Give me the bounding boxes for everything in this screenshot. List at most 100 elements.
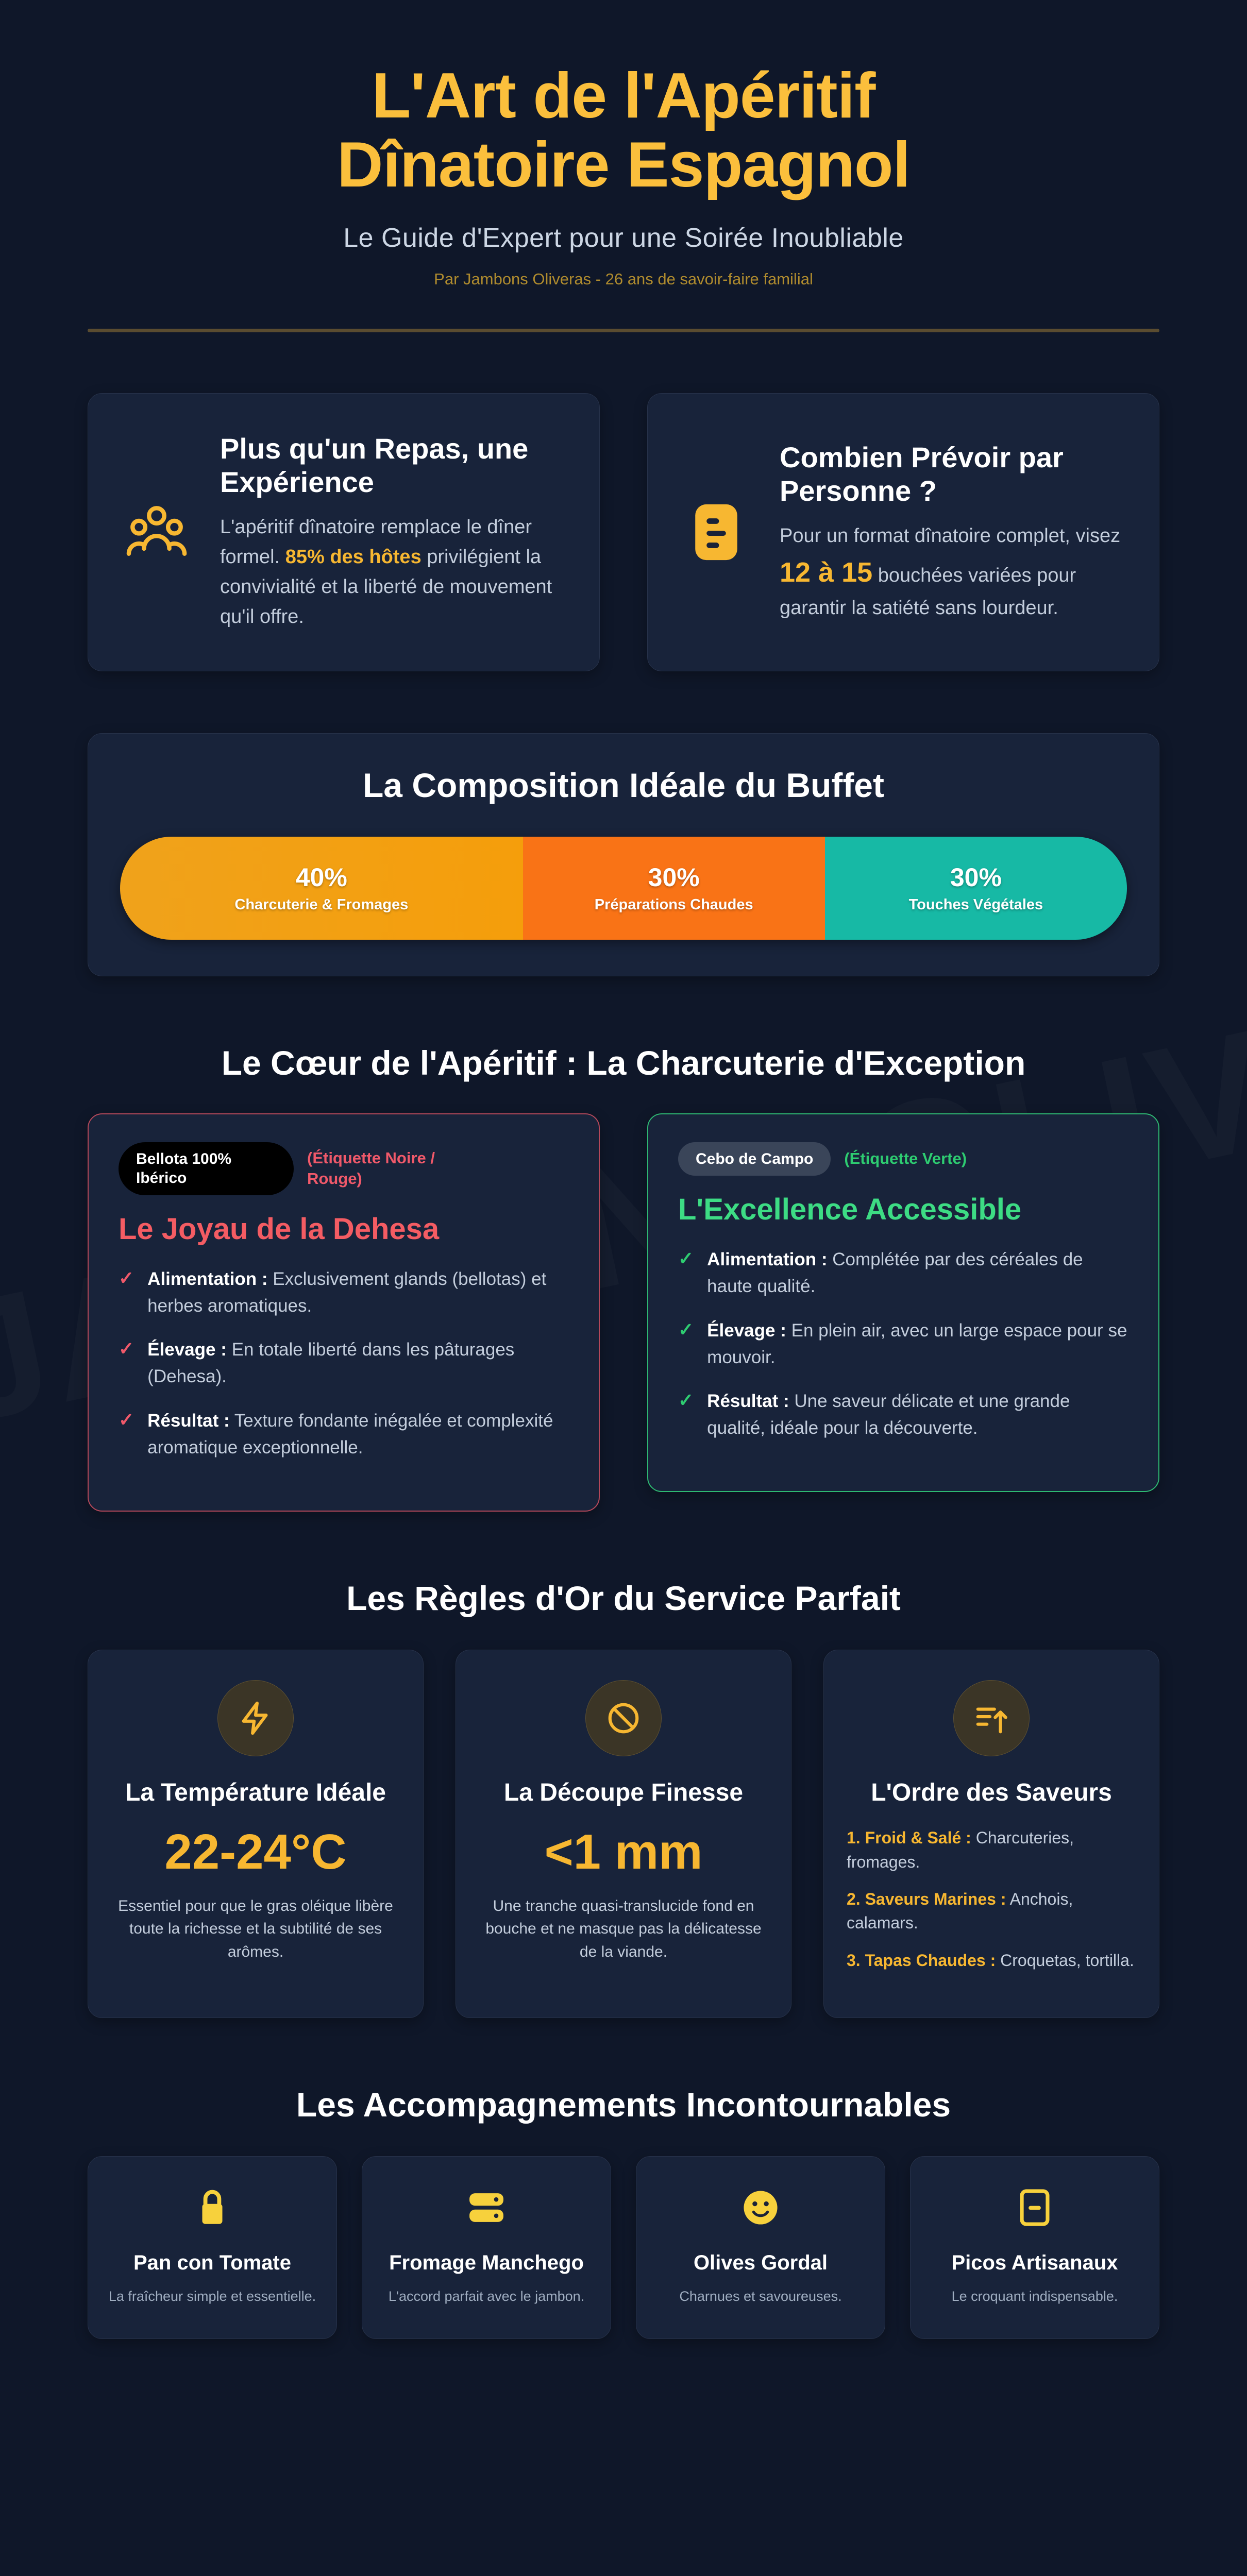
intro-card-quantity: Combien Prévoir par Personne ? Pour un f… [647, 393, 1159, 671]
page-title-line-1: L'Art de l'Apéritif [372, 60, 876, 131]
order-value: Anchois, calamars. [847, 1889, 1073, 1933]
feature-value: Exclusivement glands (bellotas) et herbe… [147, 1268, 547, 1316]
chip-row: Cebo de Campo (Étiquette Verte) [678, 1142, 1128, 1176]
accompaniment-card-pan-con-tomate: Pan con Tomate La fraîcheur simple et es… [88, 2156, 337, 2340]
feature-label: Résultat : [147, 1410, 230, 1431]
order-value: Charcuteries, fromages. [847, 1828, 1074, 1871]
feature-label: Élevage : [707, 1320, 786, 1341]
order-value: Croquetas, tortilla. [996, 1951, 1134, 1970]
rules-card-row: La Température Idéale 22-24°C Essentiel … [0, 1618, 1247, 2019]
bar-segment-value: 40% [295, 863, 347, 892]
feature-text: Résultat : Texture fondante inégalée et … [147, 1408, 569, 1461]
list-item: 1. Froid & Salé : Charcuteries, fromages… [847, 1826, 1136, 1874]
page-byline: Par Jambons Oliveras - 26 ans de savoir-… [434, 269, 813, 288]
feature-text: Alimentation : Complétée par des céréale… [707, 1246, 1128, 1300]
bar-segment-label: Touches Végétales [908, 896, 1043, 913]
intro-card-body: Plus qu'un Repas, une Expérience L'apéri… [220, 432, 569, 632]
list-item: ✓ Élevage : En totale liberté dans les p… [119, 1336, 569, 1390]
intro-card-experience: Plus qu'un Repas, une Expérience L'apéri… [88, 393, 600, 671]
rule-card-value: 22-24°C [164, 1824, 347, 1880]
intro-text-after: bouchées variées pour garantir la satiét… [780, 564, 1076, 619]
flavor-order-list: 1. Froid & Salé : Charcuteries, fromages… [847, 1826, 1136, 1986]
rule-card-title: La Découpe Finesse [503, 1778, 744, 1806]
slice-circle-icon [585, 1680, 662, 1756]
intro-card-text: L'apéritif dînatoire remplace le dîner f… [220, 513, 569, 632]
feature-label: Alimentation : [147, 1268, 268, 1289]
lock-icon [196, 2184, 229, 2231]
document-list-icon [678, 502, 755, 563]
check-icon: ✓ [678, 1248, 694, 1269]
check-icon: ✓ [678, 1318, 694, 1340]
grade-chip: Cebo de Campo [678, 1142, 831, 1176]
list-item: ✓ Alimentation : Exclusivement glands (b… [119, 1266, 569, 1319]
section-title-charcuterie: Le Cœur de l'Apéritif : La Charcuterie d… [221, 1043, 1026, 1082]
section-title-rules: Les Règles d'Or du Service Parfait [346, 1579, 901, 1617]
accompaniment-card-picos: Picos Artisanaux Le croquant indispensab… [910, 2156, 1159, 2340]
accompaniment-desc: L'accord parfait avec le jambon. [388, 2289, 585, 2304]
rule-card-decoupe: La Découpe Finesse <1 mm Une tranche qua… [456, 1649, 791, 2019]
list-item: 2. Saveurs Marines : Anchois, calamars. [847, 1887, 1136, 1935]
users-group-icon [118, 502, 195, 563]
check-icon: ✓ [119, 1409, 134, 1430]
accompaniment-desc: La fraîcheur simple et essentielle. [108, 2289, 316, 2304]
feature-label: Alimentation : [707, 1249, 828, 1270]
accompaniment-title: Pan con Tomate [133, 2251, 291, 2275]
server-icon [467, 2184, 506, 2231]
intro-text-highlight: 85% des hôtes [285, 546, 422, 568]
feature-list: ✓ Alimentation : Complétée par des céréa… [678, 1246, 1128, 1442]
intro-card-title: Plus qu'un Repas, une Expérience [220, 432, 529, 499]
rule-card-ordre: L'Ordre des Saveurs 1. Froid & Salé : Ch… [823, 1649, 1159, 2019]
charcuterie-card-cebo: Cebo de Campo (Étiquette Verte) L'Excell… [647, 1113, 1159, 1493]
grade-chip-note: (Étiquette Noire / Rouge) [307, 1149, 435, 1188]
buffet-panel: La Composition Idéale du Buffet 40% Char… [88, 733, 1159, 976]
chip-row: Bellota 100% Ibérico (Étiquette Noire / … [119, 1142, 569, 1195]
list-item: ✓ Résultat : Une saveur délicate et une … [678, 1388, 1128, 1442]
intro-text-after: privilégient la convivialité et la liber… [220, 546, 552, 628]
page-title-line-2: Dînatoire Espagnol [337, 129, 911, 200]
accompaniment-desc: Le croquant indispensable. [951, 2289, 1118, 2304]
bar-segment-value: 30% [648, 863, 700, 892]
rule-card-temperature: La Température Idéale 22-24°C Essentiel … [88, 1649, 424, 2019]
rule-card-desc: Essentiel pour que le gras oléique libèr… [118, 1897, 393, 1960]
check-icon: ✓ [678, 1389, 694, 1411]
minus-box-icon [1019, 2184, 1051, 2231]
feature-value: Texture fondante inégalée et complexité … [147, 1410, 553, 1458]
feature-text: Alimentation : Exclusivement glands (bel… [147, 1266, 569, 1319]
accompaniment-title: Olives Gordal [693, 2251, 828, 2275]
bar-segment-vegetales: 30% Touches Végétales [824, 836, 1127, 940]
feature-list: ✓ Alimentation : Exclusivement glands (b… [119, 1266, 569, 1461]
accompaniment-title: Picos Artisanaux [951, 2251, 1118, 2275]
charcuterie-card-heading: Le Joyau de la Dehesa [119, 1212, 440, 1246]
feature-value: Une saveur délicate et une grande qualit… [707, 1391, 1070, 1438]
feature-text: Élevage : En plein air, avec un large es… [707, 1317, 1128, 1371]
list-item: ✓ Résultat : Texture fondante inégalée e… [119, 1408, 569, 1461]
charcuterie-card-bellota: Bellota 100% Ibérico (Étiquette Noire / … [88, 1113, 600, 1512]
header: L'Art de l'Apéritif Dînatoire Espagnol L… [0, 0, 1247, 332]
check-icon: ✓ [119, 1338, 134, 1360]
page-subtitle: Le Guide d'Expert pour une Soirée Inoubl… [343, 223, 904, 253]
rule-card-value: <1 mm [544, 1824, 703, 1880]
feature-text: Élevage : En totale liberté dans les pât… [147, 1336, 569, 1390]
smiley-icon [742, 2184, 780, 2231]
bar-segment-value: 30% [950, 863, 1002, 892]
section-title-accompaniments: Les Accompagnements Incontournables [296, 2086, 951, 2124]
list-item: ✓ Alimentation : Complétée par des céréa… [678, 1246, 1128, 1300]
list-item: 3. Tapas Chaudes : Croquetas, tortilla. [847, 1948, 1136, 1972]
feature-text: Résultat : Une saveur délicate et une gr… [707, 1388, 1128, 1442]
charcuterie-card-row: Bellota 100% Ibérico (Étiquette Noire / … [0, 1082, 1247, 1512]
buffet-title: La Composition Idéale du Buffet [362, 766, 884, 804]
charcuterie-card-heading: L'Excellence Accessible [678, 1193, 1022, 1227]
feature-label: Résultat : [707, 1391, 789, 1412]
page-title: L'Art de l'Apéritif Dînatoire Espagnol [88, 60, 1159, 200]
bar-segment-label: Préparations Chaudes [594, 896, 753, 913]
check-icon: ✓ [119, 1267, 134, 1289]
feature-label: Élevage : [147, 1340, 227, 1360]
accompaniment-card-manchego: Fromage Manchego L'accord parfait avec l… [362, 2156, 611, 2340]
sort-ascending-icon [953, 1680, 1030, 1756]
list-item: ✓ Élevage : En plein air, avec un large … [678, 1317, 1128, 1371]
accompaniment-title: Fromage Manchego [389, 2251, 584, 2275]
grade-chip-note: (Étiquette Verte) [844, 1149, 967, 1168]
accompaniment-card-olives: Olives Gordal Charnues et savoureuses. [636, 2156, 885, 2340]
grade-chip: Bellota 100% Ibérico [119, 1142, 294, 1195]
